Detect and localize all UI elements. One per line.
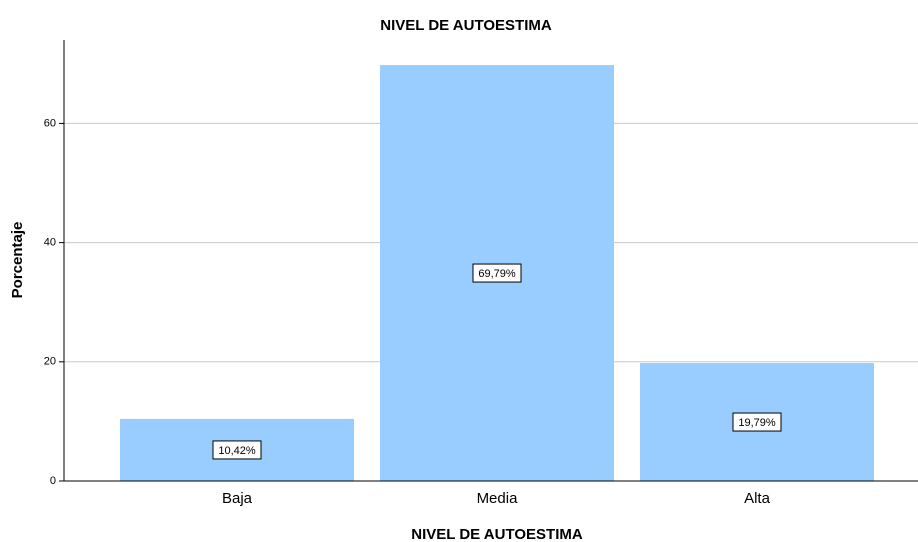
y-tick-label: 0 [50,475,56,487]
x-tick-label: Media [477,490,519,507]
chart-title: NIVEL DE AUTOESTIMA [380,17,552,34]
value-label-box [212,440,262,460]
value-label: 69,79% [478,268,516,280]
y-tick-label: 40 [44,237,56,249]
x-tick-label: Alta [744,490,771,507]
value-label-box [472,263,522,283]
value-label: 10,42% [218,445,256,457]
y-tick-label: 20 [44,356,56,368]
value-label-box [732,412,782,432]
y-axis-title: Porcentaje [9,222,26,299]
x-tick-label: Baja [222,490,253,507]
x-axis-title: NIVEL DE AUTOESTIMA [411,526,583,542]
value-label: 19,79% [738,417,776,429]
y-tick-label: 60 [44,117,56,129]
